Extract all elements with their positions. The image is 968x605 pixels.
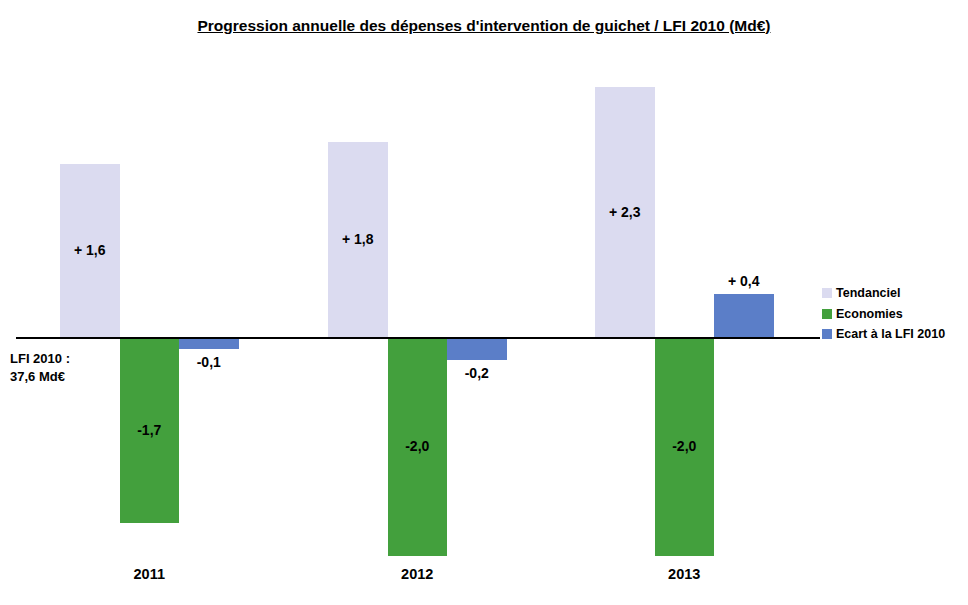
bar-ecart-la-lfi-2010-2012 bbox=[447, 338, 507, 360]
category-label-2011: 2011 bbox=[50, 566, 249, 582]
baseline-annotation-line1: LFI 2010 : bbox=[10, 350, 70, 368]
legend-item-tendanciel: Tendanciel bbox=[822, 286, 900, 300]
legend-item-economies: Economies bbox=[822, 307, 903, 321]
bar-ecart-la-lfi-2010-2013 bbox=[714, 294, 774, 338]
bar-ecart-la-lfi-2010-2011 bbox=[179, 338, 239, 349]
x-axis-line bbox=[16, 337, 820, 339]
bar-value-label-economies-2013: -2,0 bbox=[655, 438, 715, 454]
legend-swatch-ecart-la-lfi-2010 bbox=[822, 329, 832, 339]
plot-area: LFI 2010 : 37,6 Md€ + 1,6 + 1,8 + 2,3 -1,7 -… bbox=[0, 0, 968, 605]
legend-swatch-tendanciel bbox=[822, 288, 832, 298]
bar-value-label-tendanciel-2012: + 1,8 bbox=[328, 231, 388, 247]
category-label-2012: 2012 bbox=[318, 566, 517, 582]
bar-value-label-ecart-la-lfi-2010-2011: -0,1 bbox=[164, 354, 254, 370]
category-label-2013: 2013 bbox=[585, 566, 784, 582]
baseline-annotation-line2: 37,6 Md€ bbox=[10, 368, 70, 386]
legend-label-ecart-la-lfi-2010: Ecart à la LFI 2010 bbox=[836, 327, 945, 341]
baseline-annotation: LFI 2010 : 37,6 Md€ bbox=[10, 350, 70, 386]
bar-value-label-ecart-la-lfi-2010-2013: + 0,4 bbox=[699, 273, 789, 289]
legend-swatch-economies bbox=[822, 309, 832, 319]
bar-value-label-economies-2011: -1,7 bbox=[120, 422, 180, 438]
legend-label-economies: Economies bbox=[836, 307, 903, 321]
legend-item-ecart-la-lfi-2010: Ecart à la LFI 2010 bbox=[822, 327, 945, 341]
chart-canvas: Progression annuelle des dépenses d'inte… bbox=[0, 0, 968, 605]
bar-value-label-tendanciel-2013: + 2,3 bbox=[595, 204, 655, 220]
bar-value-label-ecart-la-lfi-2010-2012: -0,2 bbox=[432, 365, 522, 381]
bar-value-label-economies-2012: -2,0 bbox=[388, 438, 448, 454]
legend-label-tendanciel: Tendanciel bbox=[836, 286, 900, 300]
bar-value-label-tendanciel-2011: + 1,6 bbox=[60, 242, 120, 258]
